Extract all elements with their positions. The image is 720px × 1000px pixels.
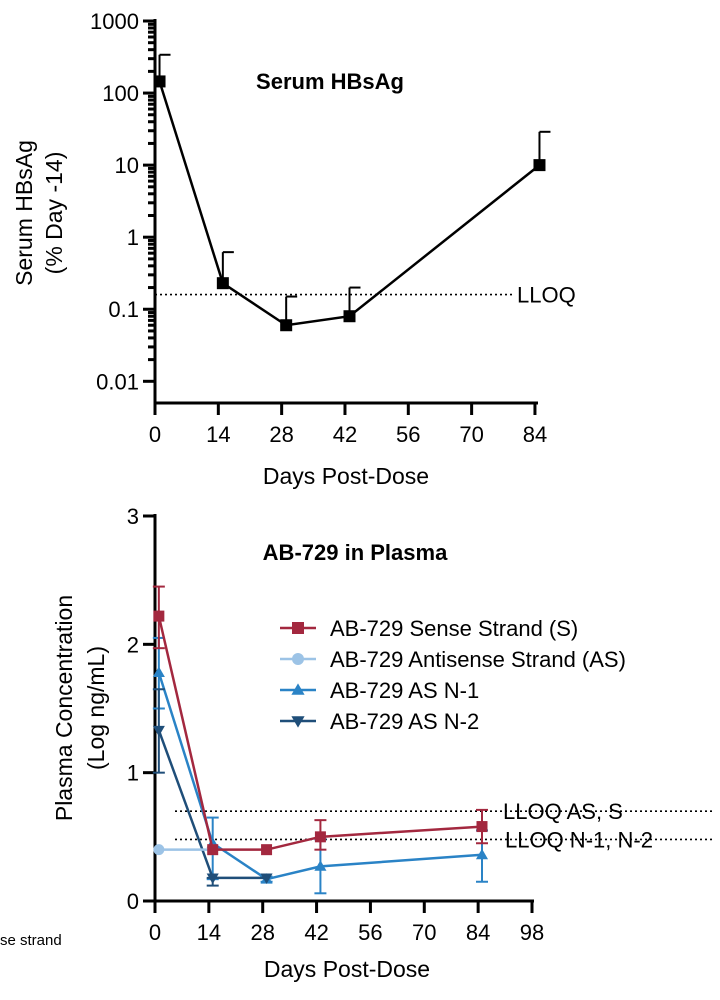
cropped-caption-fragment: se strand [0, 932, 62, 949]
bottom-data-point [261, 844, 273, 856]
top-y-axis-label-line1: Serum HBsAg [11, 140, 37, 286]
bottom-data-point [207, 844, 219, 856]
top-y-tick-label: 10 [115, 153, 139, 178]
bottom-y-tick-label: 2 [127, 632, 139, 657]
legend-swatch-marker [291, 716, 305, 728]
bottom-y-axis-label-line1: Plasma Concentration [51, 595, 77, 821]
bottom-y-tick-label: 3 [127, 504, 139, 529]
plasma-concentration-chart: AB-729 in Plasma Plasma Concentration (L… [51, 504, 715, 982]
top-chart-title: Serum HBsAg [256, 69, 404, 94]
bottom-x-tick-label: 0 [149, 920, 161, 945]
top-data-point [280, 319, 293, 332]
legend-swatch-marker [292, 653, 304, 665]
top-x-tick-label: 56 [396, 422, 420, 447]
top-x-tick-label: 42 [333, 422, 357, 447]
top-data-point [533, 159, 546, 172]
bottom-y-tick-label: 0 [127, 889, 139, 914]
top-y-tick-label: 100 [102, 81, 139, 106]
top-data-point [153, 75, 166, 88]
top-y-tick-label: 0.01 [96, 369, 139, 394]
bottom-x-tick-label: 14 [197, 920, 221, 945]
bottom-data-point [152, 725, 165, 737]
serum-hbsag-chart: Serum HBsAg Serum HBsAg (% Day -14) Days… [11, 9, 576, 489]
top-reference-label: LLOQ [517, 283, 576, 308]
top-x-tick-label: 84 [523, 422, 547, 447]
bottom-x-tick-label: 42 [304, 920, 328, 945]
bottom-data-point [206, 873, 219, 884]
bottom-x-axis-label: Days Post-Dose [264, 956, 430, 982]
bottom-data-point [476, 821, 488, 833]
legend-swatch-marker [291, 683, 305, 695]
bottom-data-point [152, 666, 165, 677]
bottom-x-tick-label: 28 [250, 920, 274, 945]
top-y-axis-label-line2: (% Day -14) [41, 152, 67, 275]
bottom-y-axis-label-line2: (Log ng/mL) [83, 646, 109, 770]
bottom-data-point [153, 610, 165, 622]
bottom-data-point [260, 873, 273, 884]
top-x-tick-label: 70 [459, 422, 483, 447]
top-x-tick-label: 28 [269, 422, 293, 447]
top-x-tick-label: 0 [149, 422, 161, 447]
bottom-x-tick-label: 56 [358, 920, 382, 945]
legend-label: AB-729 AS N-1 [330, 678, 479, 703]
bottom-chart-title: AB-729 in Plasma [263, 540, 448, 565]
legend-label: AB-729 Antisense Strand (AS) [330, 647, 626, 672]
bottom-x-tick-label: 98 [520, 920, 544, 945]
legend: AB-729 Sense Strand (S) AB-729 Antisense … [280, 616, 626, 734]
bottom-x-tick-label: 84 [466, 920, 490, 945]
bottom-reference-label: LLOQ N-1, N-2 [505, 827, 653, 852]
bottom-data-point [153, 844, 165, 856]
bottom-y-tick-label: 1 [127, 761, 139, 786]
top-data-point [216, 277, 229, 290]
top-x-tick-label: 14 [206, 422, 230, 447]
legend-swatch-marker [292, 622, 304, 634]
bottom-x-tick-label: 70 [412, 920, 436, 945]
top-data-point [343, 310, 356, 323]
legend-label: AB-729 Sense Strand (S) [330, 616, 578, 641]
bottom-reference-label: LLOQ AS, S [503, 799, 623, 824]
top-y-tick-label: 1 [127, 225, 139, 250]
bottom-data-point [314, 831, 326, 843]
bottom-data-point [314, 860, 327, 871]
top-y-tick-label: 1000 [90, 9, 139, 34]
top-y-tick-label: 0.1 [108, 297, 139, 322]
top-x-axis-label: Days Post-Dose [263, 463, 429, 489]
bottom-data-point [475, 848, 489, 860]
legend-label: AB-729 AS N-2 [330, 709, 479, 734]
